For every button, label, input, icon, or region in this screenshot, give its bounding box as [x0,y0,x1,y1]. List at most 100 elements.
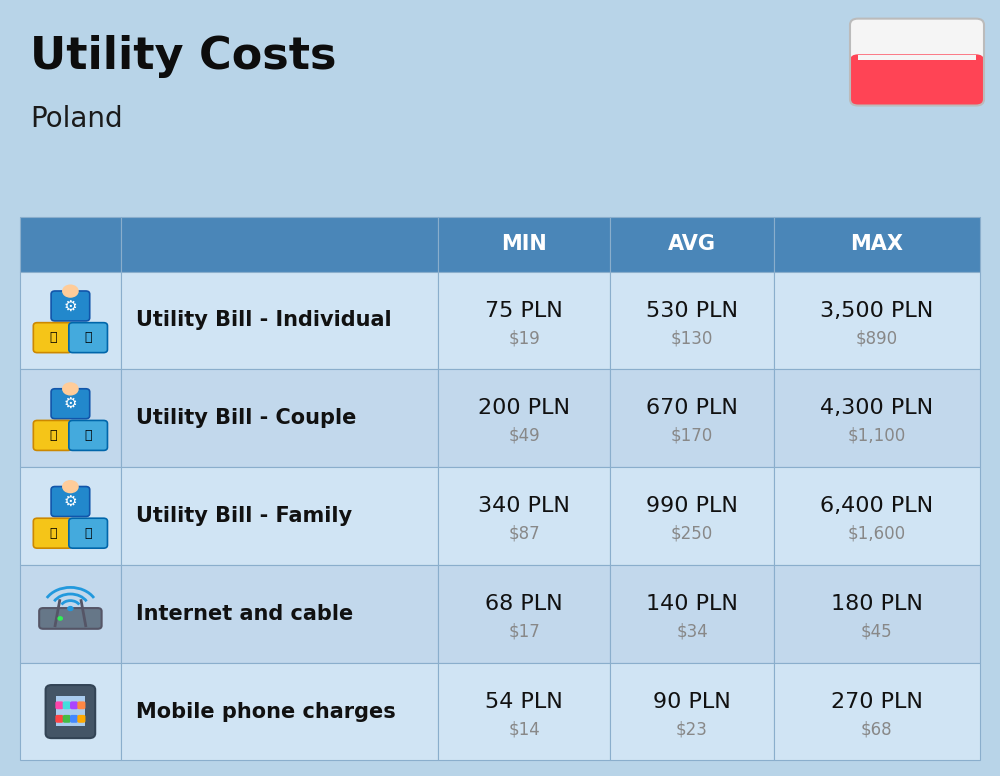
Text: ⚙: ⚙ [64,299,77,314]
Bar [438,467,610,565]
Bar [20,565,121,663]
Bar [610,217,774,272]
Circle shape [63,383,78,395]
Bar [610,663,774,760]
FancyBboxPatch shape [39,608,102,629]
Bar [438,272,610,369]
Text: Utility Bill - Individual: Utility Bill - Individual [136,310,391,331]
Text: 6,400 PLN: 6,400 PLN [820,497,933,516]
Bar [438,217,610,272]
Bar [20,467,121,565]
FancyBboxPatch shape [69,323,107,352]
Text: 🔌: 🔌 [49,527,56,539]
FancyBboxPatch shape [63,702,71,709]
Bar [774,369,980,467]
FancyBboxPatch shape [850,19,984,68]
Text: Utility Bill - Couple: Utility Bill - Couple [136,408,356,428]
Text: $17: $17 [508,622,540,640]
Text: 3,500 PLN: 3,500 PLN [820,301,933,320]
Text: AVG: AVG [668,234,716,255]
Bar [438,565,610,663]
Text: Utility Costs: Utility Costs [30,35,336,78]
Bar [774,272,980,369]
Text: ⚙: ⚙ [64,397,77,411]
Text: 270 PLN: 270 PLN [831,692,923,712]
Bar [121,663,438,760]
FancyBboxPatch shape [850,54,984,106]
Bar [121,467,438,565]
Text: 180 PLN: 180 PLN [831,594,923,614]
FancyBboxPatch shape [77,715,85,722]
Text: 💧: 💧 [84,527,92,539]
Text: $130: $130 [671,329,713,347]
FancyBboxPatch shape [69,421,107,450]
Text: Mobile phone charges: Mobile phone charges [136,702,396,722]
Circle shape [63,285,78,297]
Bar [438,663,610,760]
FancyBboxPatch shape [33,518,72,548]
Text: 140 PLN: 140 PLN [646,594,738,614]
Circle shape [58,617,62,620]
Text: $19: $19 [508,329,540,347]
FancyBboxPatch shape [70,715,78,722]
Text: Utility Bill - Family: Utility Bill - Family [136,506,352,526]
Bar [774,467,980,565]
Text: $34: $34 [676,622,708,640]
Bar [610,565,774,663]
Bar [858,60,976,64]
Bar [610,369,774,467]
Bar [438,369,610,467]
FancyBboxPatch shape [33,323,72,352]
FancyBboxPatch shape [63,715,71,722]
Bar [56,696,85,726]
FancyBboxPatch shape [77,702,85,709]
Text: 54 PLN: 54 PLN [485,692,563,712]
Text: $1,600: $1,600 [848,525,906,542]
Bar [121,272,438,369]
FancyBboxPatch shape [69,518,107,548]
Text: ⚙: ⚙ [64,494,77,509]
Text: 670 PLN: 670 PLN [646,399,738,418]
Bar [20,272,121,369]
FancyBboxPatch shape [33,421,72,450]
Text: 💧: 💧 [84,429,92,442]
Text: Internet and cable: Internet and cable [136,604,353,624]
Text: $87: $87 [508,525,540,542]
Text: $1,100: $1,100 [848,427,906,445]
FancyBboxPatch shape [46,685,95,738]
FancyBboxPatch shape [55,715,63,722]
Bar [610,272,774,369]
Text: $68: $68 [861,720,893,738]
Text: 🔌: 🔌 [49,331,56,344]
Text: 90 PLN: 90 PLN [653,692,731,712]
FancyBboxPatch shape [55,702,63,709]
FancyBboxPatch shape [70,702,78,709]
Text: MIN: MIN [501,234,547,255]
Circle shape [68,607,73,611]
Bar [20,369,121,467]
FancyBboxPatch shape [51,389,90,419]
Bar [774,565,980,663]
FancyBboxPatch shape [51,487,90,517]
Text: MAX: MAX [850,234,903,255]
Text: 990 PLN: 990 PLN [646,497,738,516]
Bar [121,217,438,272]
Text: 75 PLN: 75 PLN [485,301,563,320]
Bar [774,217,980,272]
Text: 68 PLN: 68 PLN [485,594,563,614]
Text: 🔌: 🔌 [49,429,56,442]
Text: 530 PLN: 530 PLN [646,301,738,320]
Bar [121,369,438,467]
Text: Poland: Poland [30,105,123,133]
FancyBboxPatch shape [51,291,90,321]
Text: $170: $170 [671,427,713,445]
Bar [20,663,121,760]
Text: $23: $23 [676,720,708,738]
Text: $49: $49 [508,427,540,445]
Bar [858,55,976,64]
Text: 340 PLN: 340 PLN [478,497,570,516]
Text: $250: $250 [671,525,713,542]
Bar [121,565,438,663]
Text: $890: $890 [856,329,898,347]
Bar [610,467,774,565]
